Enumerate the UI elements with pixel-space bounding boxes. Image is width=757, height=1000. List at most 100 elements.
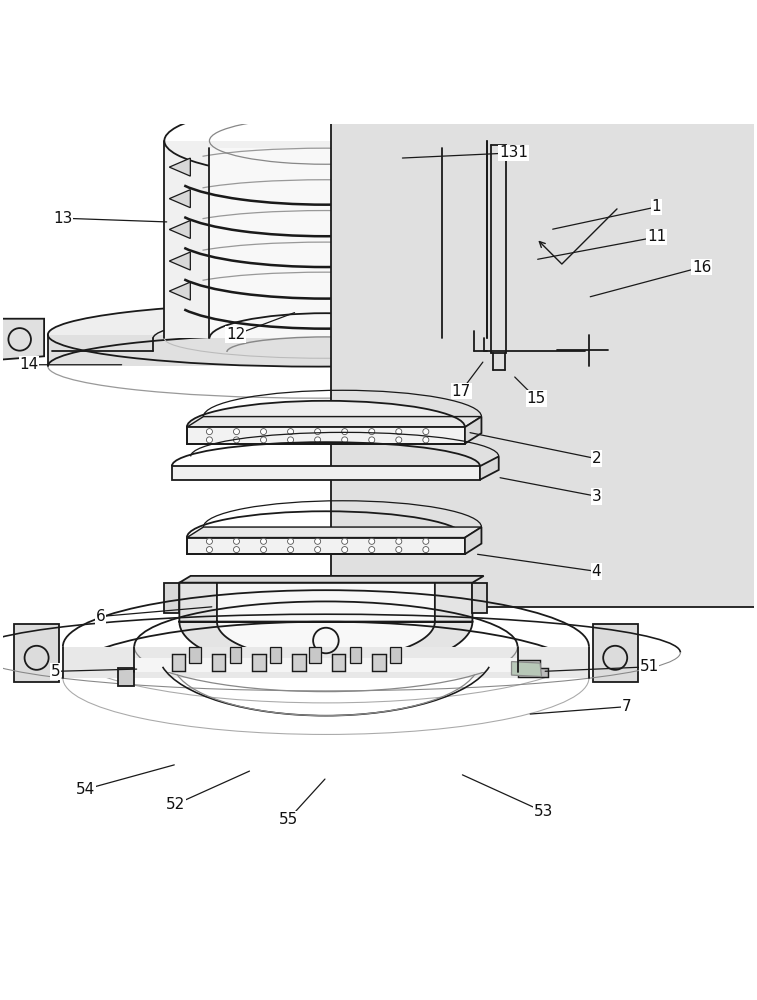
Polygon shape — [292, 654, 306, 671]
Text: 5: 5 — [51, 664, 61, 679]
Circle shape — [341, 538, 347, 544]
FancyBboxPatch shape — [331, 111, 757, 607]
Polygon shape — [518, 660, 540, 668]
Circle shape — [233, 437, 239, 443]
Polygon shape — [48, 303, 589, 367]
Circle shape — [207, 429, 213, 435]
Circle shape — [369, 547, 375, 553]
Polygon shape — [172, 654, 185, 671]
Polygon shape — [269, 647, 281, 663]
Text: 14: 14 — [20, 357, 39, 372]
Polygon shape — [170, 158, 190, 176]
Circle shape — [260, 437, 266, 443]
Polygon shape — [14, 624, 59, 682]
Circle shape — [341, 437, 347, 443]
Polygon shape — [187, 527, 481, 538]
Polygon shape — [310, 647, 321, 663]
Text: 4: 4 — [592, 564, 601, 579]
Circle shape — [288, 547, 294, 553]
Circle shape — [207, 547, 213, 553]
Circle shape — [396, 437, 402, 443]
Circle shape — [396, 538, 402, 544]
Circle shape — [396, 547, 402, 553]
Polygon shape — [390, 647, 401, 663]
Polygon shape — [465, 527, 481, 554]
Circle shape — [260, 538, 266, 544]
Circle shape — [288, 538, 294, 544]
Polygon shape — [187, 401, 465, 427]
Text: 1: 1 — [652, 199, 662, 214]
Circle shape — [396, 429, 402, 435]
Polygon shape — [480, 456, 499, 480]
Circle shape — [315, 538, 321, 544]
Polygon shape — [452, 158, 473, 176]
Polygon shape — [134, 668, 518, 672]
Text: 2: 2 — [592, 451, 601, 466]
Text: 55: 55 — [279, 812, 298, 827]
Circle shape — [369, 437, 375, 443]
Polygon shape — [472, 583, 488, 613]
Polygon shape — [170, 282, 190, 300]
Circle shape — [233, 547, 239, 553]
Text: 16: 16 — [692, 260, 712, 275]
Polygon shape — [452, 252, 473, 270]
Text: 7: 7 — [621, 699, 631, 714]
Text: 15: 15 — [527, 391, 546, 406]
Polygon shape — [170, 220, 190, 238]
Polygon shape — [170, 252, 190, 270]
Polygon shape — [189, 647, 201, 663]
Circle shape — [288, 437, 294, 443]
Circle shape — [341, 429, 347, 435]
Text: 131: 131 — [500, 145, 528, 160]
Polygon shape — [252, 654, 266, 671]
Polygon shape — [187, 427, 465, 444]
Polygon shape — [179, 583, 472, 673]
Circle shape — [288, 429, 294, 435]
Polygon shape — [452, 282, 473, 300]
Text: 54: 54 — [76, 782, 95, 797]
Polygon shape — [187, 538, 465, 554]
Circle shape — [315, 547, 321, 553]
Circle shape — [423, 437, 429, 443]
Circle shape — [315, 429, 321, 435]
Polygon shape — [164, 583, 179, 613]
Polygon shape — [170, 190, 190, 208]
Polygon shape — [212, 654, 225, 671]
Circle shape — [369, 538, 375, 544]
Polygon shape — [118, 668, 134, 686]
Circle shape — [260, 429, 266, 435]
Polygon shape — [372, 654, 386, 671]
Circle shape — [423, 538, 429, 544]
Polygon shape — [0, 319, 44, 360]
Polygon shape — [593, 624, 637, 682]
Polygon shape — [465, 417, 481, 444]
Polygon shape — [332, 654, 345, 671]
Polygon shape — [210, 148, 442, 338]
Polygon shape — [164, 141, 488, 338]
Circle shape — [423, 547, 429, 553]
Circle shape — [260, 547, 266, 553]
Polygon shape — [179, 576, 484, 583]
Polygon shape — [482, 353, 524, 390]
Circle shape — [207, 437, 213, 443]
Polygon shape — [48, 335, 589, 366]
Polygon shape — [172, 466, 480, 480]
Polygon shape — [593, 319, 641, 360]
Text: 6: 6 — [95, 609, 105, 624]
Text: 11: 11 — [647, 229, 666, 244]
Circle shape — [423, 429, 429, 435]
Circle shape — [233, 538, 239, 544]
Polygon shape — [229, 647, 241, 663]
Polygon shape — [350, 647, 361, 663]
Polygon shape — [518, 668, 547, 677]
Polygon shape — [452, 220, 473, 238]
Text: 51: 51 — [640, 659, 659, 674]
Polygon shape — [562, 209, 641, 386]
Text: 12: 12 — [226, 327, 245, 342]
Polygon shape — [452, 190, 473, 208]
Polygon shape — [63, 647, 589, 678]
Text: 52: 52 — [166, 797, 185, 812]
Circle shape — [315, 437, 321, 443]
Text: 3: 3 — [591, 489, 601, 504]
Polygon shape — [187, 417, 481, 427]
